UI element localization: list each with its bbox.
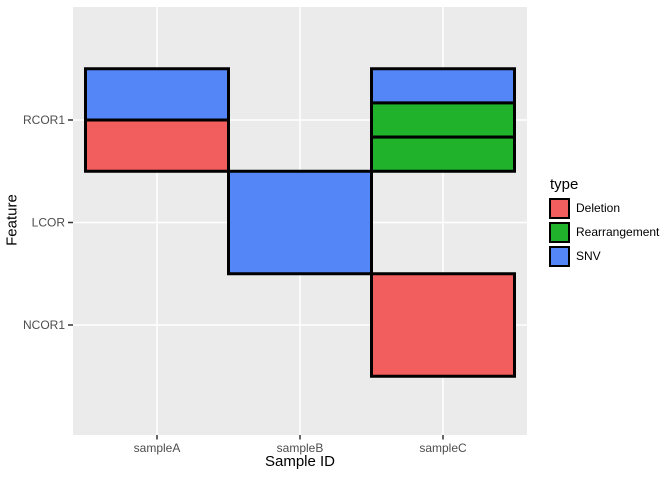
y-tick-label-LCOR: LCOR bbox=[32, 216, 66, 230]
legend-entry-deletion: Deletion bbox=[549, 197, 659, 219]
legend-title: type bbox=[550, 176, 579, 193]
y-tick-label-NCOR1: NCOR1 bbox=[23, 318, 65, 332]
tile-sampleC-RCOR1-rearrangement bbox=[370, 135, 516, 173]
x-tick-label-sampleB: sampleB bbox=[277, 441, 324, 455]
legend-entry-snv: SNV bbox=[549, 245, 659, 267]
legend-label-deletion: Deletion bbox=[576, 201, 621, 215]
tile-sampleC-RCOR1-snv bbox=[370, 67, 516, 105]
legend-swatch-deletion bbox=[549, 197, 570, 219]
legend-label-rearrangement: Rearrangement bbox=[576, 225, 660, 239]
x-axis-title: Sample ID bbox=[264, 453, 336, 470]
y-tick-label-RCOR1: RCOR1 bbox=[23, 113, 65, 127]
y-axis-title: Feature bbox=[3, 194, 21, 246]
legend-swatch-rearrangement bbox=[549, 221, 570, 243]
x-tick-label-sampleA: sampleA bbox=[134, 441, 181, 455]
legend: type Deletion Rearrangement SNV bbox=[549, 176, 659, 269]
x-tick-label-sampleC: sampleC bbox=[419, 441, 467, 455]
legend-swatch-snv bbox=[549, 245, 570, 267]
legend-entry-rearrangement: Rearrangement bbox=[549, 221, 659, 243]
tile-sampleC-NCOR1-deletion bbox=[370, 272, 516, 378]
tile-sampleA-RCOR1-snv bbox=[84, 67, 230, 122]
legend-entries: Deletion Rearrangement SNV bbox=[549, 197, 659, 267]
tile-sampleB-LCOR-snv bbox=[227, 169, 373, 276]
tile-sampleA-RCOR1-deletion bbox=[84, 118, 230, 173]
legend-label-snv: SNV bbox=[576, 249, 601, 263]
tile-sampleC-RCOR1-rearrangement bbox=[370, 101, 516, 139]
